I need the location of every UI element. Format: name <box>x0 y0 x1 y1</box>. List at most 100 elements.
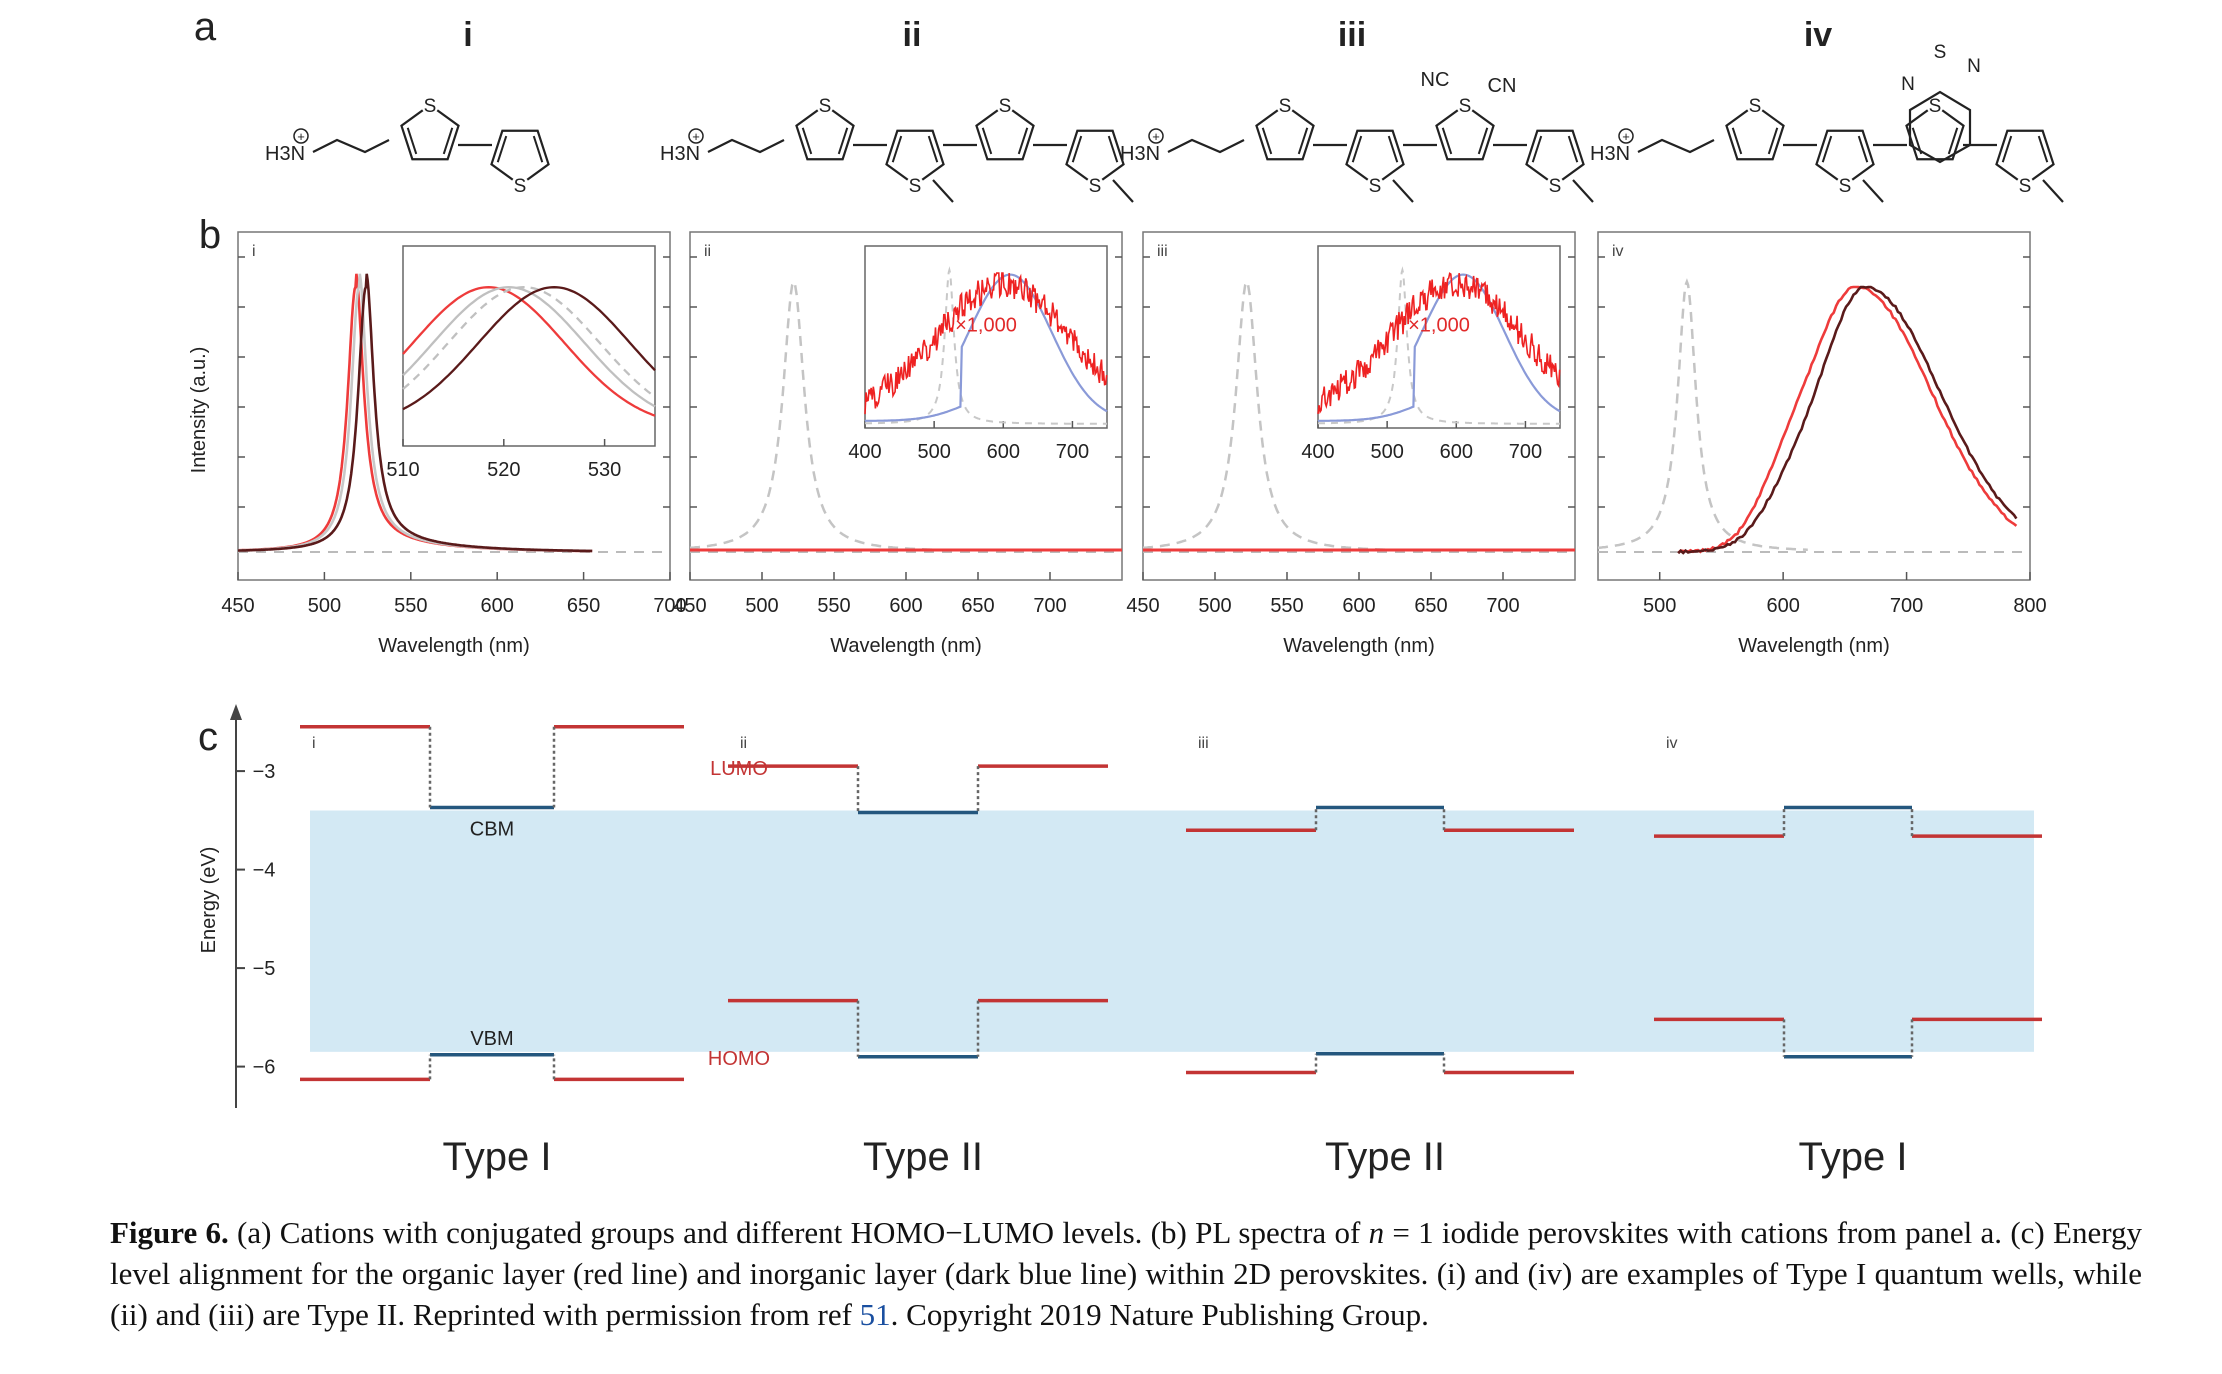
cation-numeral-ii: ii <box>903 16 922 54</box>
x-tick-label: 450 <box>1126 595 1159 617</box>
sulfur-atom-label: S <box>424 96 437 117</box>
x-tick-label: 650 <box>1414 595 1447 617</box>
atom-bg <box>511 176 529 194</box>
ammonium-label: H3N <box>660 143 700 165</box>
reference-link[interactable]: 51 <box>859 1297 891 1332</box>
ammonium-label: H3N <box>265 143 305 165</box>
thiophene-ring <box>1725 103 1785 161</box>
atom-bg <box>1276 96 1294 114</box>
sulfur-atom-label: S <box>1934 42 1947 63</box>
inset-x-tick-label: 600 <box>987 441 1020 463</box>
caption-text-3: . Copyright 2019 Nature Publishing Group… <box>890 1297 1429 1332</box>
atom-bg <box>996 96 1014 114</box>
inset-series-line <box>402 286 656 398</box>
x-tick-label: 500 <box>745 595 778 617</box>
x-axis-label: Wavelength (nm) <box>1738 635 1890 657</box>
chart-sublabel: iii <box>1157 243 1168 260</box>
atom-bg <box>1746 96 1764 114</box>
x-tick-label: 650 <box>567 595 600 617</box>
pl-series-line <box>238 273 593 553</box>
inset-pl-line <box>864 272 1108 415</box>
group-sublabel: iv <box>1666 735 1678 752</box>
x-tick-label: 500 <box>308 595 341 617</box>
ethyl-chain <box>1167 138 1245 154</box>
energy-tick-label: −4 <box>253 860 276 882</box>
reference-spectrum-line <box>1142 278 1388 551</box>
chart-frame <box>237 231 671 581</box>
nitrile-right-label: CN <box>1488 75 1517 97</box>
quantum-well-type-label: Type II <box>863 1135 983 1179</box>
x-tick-label: 450 <box>673 595 706 617</box>
double-bond <box>1297 127 1309 155</box>
inset-x-tick-label: 700 <box>1056 441 1089 463</box>
figure-label: Figure 6. <box>110 1215 229 1250</box>
thiophene-ring <box>1345 129 1405 187</box>
sulfur-atom-label: S <box>2019 176 2032 197</box>
thiophene-ring <box>1995 129 2055 187</box>
figure-caption: Figure 6. (a) Cations with conjugated gr… <box>110 1212 2142 1335</box>
chart-sublabel: ii <box>704 243 711 260</box>
methyl-bond <box>2042 179 2064 203</box>
methyl-bond <box>1572 179 1594 203</box>
sulfur-atom-label: S <box>1839 176 1852 197</box>
cation-numeral-i: i <box>463 16 472 54</box>
positive-charge-sign: + <box>1152 129 1160 144</box>
double-bond <box>1017 127 1029 155</box>
lumo-label: LUMO <box>710 758 768 780</box>
double-bond <box>406 127 418 155</box>
methyl-bond <box>1392 179 1414 203</box>
panel-b-label: b <box>199 213 221 257</box>
atom-bg <box>1456 96 1474 114</box>
thiophene-ring <box>1525 129 1585 187</box>
energy-axis-arrow-icon <box>230 704 242 720</box>
inset-chart: 400 500 600 700 ×1,000 <box>848 245 1108 463</box>
x-tick-label: 550 <box>1270 595 1303 617</box>
caption-text-1: (a) Cations with conjugated groups and d… <box>228 1215 1369 1250</box>
positive-charge-sign: + <box>692 129 700 144</box>
thiophene-ring <box>1435 103 1495 161</box>
inset-pl-line <box>1317 272 1561 415</box>
panel-c-y-axis-label: Energy (eV) <box>198 847 220 954</box>
inset-x-tick-label: 530 <box>588 459 621 481</box>
x-axis-label: Wavelength (nm) <box>830 635 982 657</box>
double-bond <box>801 127 813 155</box>
group-sublabel: ii <box>740 735 747 752</box>
double-bond <box>981 127 993 155</box>
energy-group-ii: ii Type II <box>728 735 1108 1179</box>
inset-x-tick-label: 510 <box>386 459 419 481</box>
x-tick-label: 600 <box>889 595 922 617</box>
ethyl-chain <box>1637 138 1715 154</box>
atom-bg <box>1926 96 1944 114</box>
double-bond <box>891 135 903 163</box>
energy-tick-label: −5 <box>253 958 276 980</box>
x-axis-label: Wavelength (nm) <box>378 635 530 657</box>
thiophene-ring <box>1255 103 1315 161</box>
double-bond <box>1261 127 1273 155</box>
energy-tick-label: −6 <box>253 1057 276 1079</box>
double-bond <box>442 127 454 155</box>
panel-a-label: a <box>194 5 217 49</box>
double-bond <box>1071 135 1083 163</box>
atom-bg <box>1836 176 1854 194</box>
double-bond <box>1731 127 1743 155</box>
cation-structure-iii: H3N+ S S S S NC CN <box>1120 69 1594 203</box>
sulfur-atom-label: S <box>1929 96 1942 117</box>
double-bond <box>1387 135 1399 163</box>
methyl-bond <box>1112 179 1134 203</box>
ammonium-label: H3N <box>1590 143 1630 165</box>
atom-bg <box>2016 176 2034 194</box>
pl-chart-i: i 450 500 550 600 650 700 Wavelength (nm) 510 520… <box>221 231 687 657</box>
panel-c-label: c <box>198 715 218 759</box>
group-sublabel: i <box>312 735 316 752</box>
inset-x-tick-label: 520 <box>487 459 520 481</box>
x-tick-label: 700 <box>653 595 686 617</box>
energy-group-iv: iv Type I <box>1654 735 2042 1179</box>
positive-charge-icon <box>293 128 309 144</box>
cation-structure-ii: H3N+ S S S S <box>660 96 1134 203</box>
homo-label: HOMO <box>708 1048 770 1070</box>
positive-charge-icon <box>688 128 704 144</box>
double-bond <box>2037 135 2049 163</box>
